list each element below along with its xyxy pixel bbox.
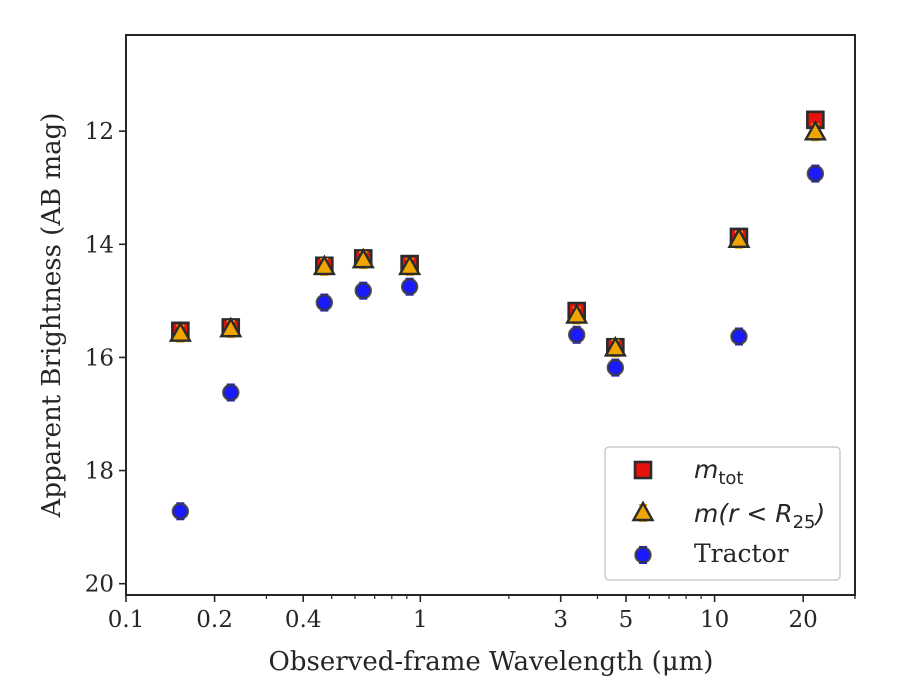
x-tick-label: 10 xyxy=(700,607,729,633)
point-m-r25 xyxy=(727,227,751,249)
point-tractor xyxy=(315,293,334,312)
point-tractor xyxy=(400,277,419,296)
point-tractor-shape xyxy=(222,383,240,402)
legend-marker-m-r25 xyxy=(631,500,655,522)
point-m-r25-shape xyxy=(351,247,375,269)
point-tractor xyxy=(171,502,190,521)
point-m-r25 xyxy=(565,303,589,325)
x-axis-title: Observed-frame Wavelength (μm) xyxy=(269,647,714,677)
y-tick-label: 12 xyxy=(85,119,114,145)
plot-marks xyxy=(168,110,827,521)
point-tractor-shape xyxy=(400,278,419,296)
legend-label-m-r25: m(r < R25) xyxy=(694,499,825,533)
x-tick-label: 3 xyxy=(553,607,568,633)
point-m-r25-shape xyxy=(727,227,751,248)
point-m-r25 xyxy=(603,335,627,358)
legend-label-tractor: Tractor xyxy=(694,539,789,568)
legend-box xyxy=(604,446,841,581)
point-m-r25 xyxy=(312,254,336,276)
point-m-r25 xyxy=(803,119,827,142)
y-tick-label: 20 xyxy=(85,572,114,598)
point-m-r25-shape xyxy=(219,316,243,338)
point-m-r25-shape xyxy=(312,254,336,276)
legend-marker-tractor xyxy=(634,546,652,564)
x-axis: 0.1 0.2 0.4 1 3 5 10 20 xyxy=(108,595,856,633)
x-tick-label: 20 xyxy=(789,607,818,633)
legend: mtot m(r < R25) Tractor xyxy=(604,446,841,581)
point-m-r25-shape xyxy=(168,321,192,342)
point-tractor xyxy=(606,358,625,377)
point-tractor-shape xyxy=(171,502,190,520)
point-m-r25 xyxy=(351,247,375,270)
x-tick-label: 0.1 xyxy=(108,607,145,633)
legend-markers xyxy=(631,460,655,564)
point-tractor-shape xyxy=(315,293,334,312)
point-tractor xyxy=(354,281,372,300)
point-m-r25 xyxy=(398,254,422,276)
point-m-r25-shape xyxy=(398,254,422,276)
point-tractor-shape xyxy=(568,326,586,344)
point-tractor xyxy=(568,325,586,344)
x-tick-label: 0.2 xyxy=(196,607,233,633)
x-tick-label: 5 xyxy=(619,607,634,633)
legend-marker-mtot-shape xyxy=(633,460,653,480)
point-m-r25-shape xyxy=(803,119,827,141)
point-m-r25-shape xyxy=(565,303,589,324)
point-tractor xyxy=(806,164,825,183)
point-m-r25-shape xyxy=(603,335,627,357)
point-tractor-shape xyxy=(354,281,372,300)
plot-frame xyxy=(125,34,856,596)
x-tick-label: 0.4 xyxy=(285,607,322,633)
point-tractor-shape xyxy=(730,327,748,346)
y-tick-label: 18 xyxy=(85,459,114,485)
x-tick-label: 1 xyxy=(413,607,428,633)
point-m-r25 xyxy=(168,321,192,343)
point-tractor xyxy=(222,383,240,402)
point-tractor-shape xyxy=(606,358,625,377)
point-tractor-shape xyxy=(806,164,825,183)
point-m-r25 xyxy=(219,316,243,339)
legend-marker-m-r25-shape xyxy=(631,500,655,522)
y-axis: 12 14 16 18 20 xyxy=(85,119,126,598)
legend-marker-mtot xyxy=(633,460,653,480)
point-tractor xyxy=(730,327,748,346)
y-axis-title: Apparent Brightness (AB mag) xyxy=(37,113,67,519)
y-tick-label: 14 xyxy=(85,232,114,258)
legend-label-mtot: mtot xyxy=(694,455,744,489)
legend-marker-tractor-shape xyxy=(634,546,652,564)
y-tick-label: 16 xyxy=(85,345,114,371)
